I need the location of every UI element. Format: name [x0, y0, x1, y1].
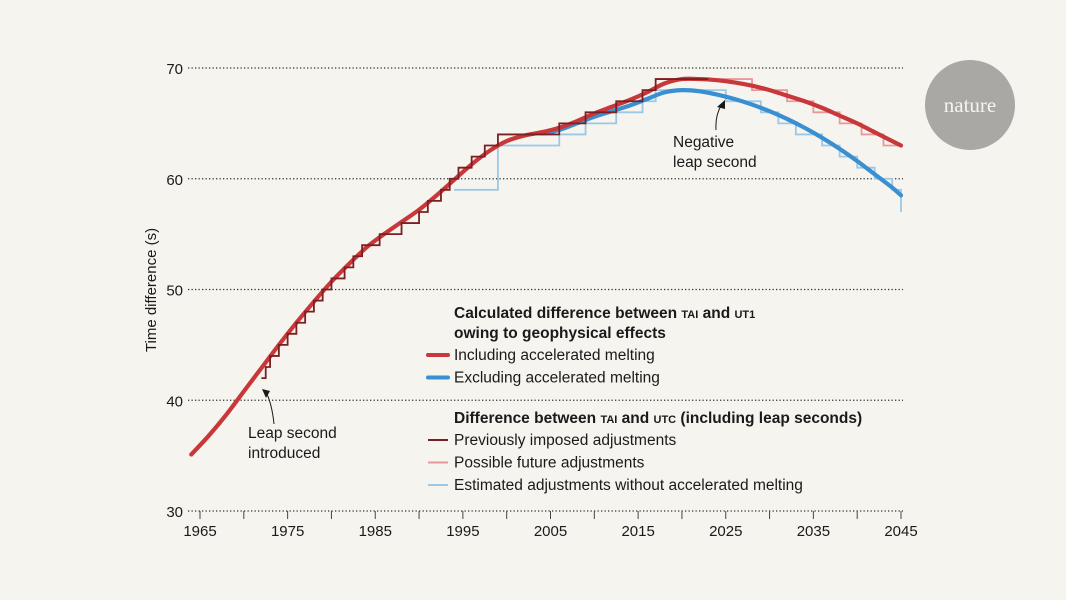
x-axis-ticks: 1965 1975 1985 1995 2005 2015 2025 2035 2045: [183, 511, 918, 540]
series-step-estimated-adjustments-without-accelerated-melting: [454, 89, 902, 212]
logo-text: nature: [943, 92, 997, 117]
legend-heading: owing to geophysical effects: [454, 325, 666, 342]
x-tick-label: 2015: [621, 523, 654, 540]
x-tick-label: 2025: [709, 523, 742, 540]
gridlines: [188, 67, 903, 512]
x-tick-label: 1965: [183, 523, 216, 540]
y-tick-label: 60: [166, 172, 183, 189]
y-tick-label: 50: [166, 283, 183, 300]
nature-logo: nature: [925, 60, 1015, 150]
legend-label: Possible future adjustments: [454, 455, 645, 472]
annotation-leap-second-introduced: Leap second: [248, 425, 337, 442]
series-line-including-accelerated-melting: [189, 76, 904, 457]
x-tick-label: 2035: [797, 523, 830, 540]
y-axis-ticks: 30 40 50 60 70: [166, 61, 183, 521]
legend-label: Excluding accelerated melting: [454, 370, 660, 387]
x-tick-label: 1995: [446, 523, 479, 540]
annotation-negative-leap-second: Negative: [673, 134, 734, 151]
arrowhead-icon: [717, 100, 725, 109]
annotations: Leap second introduced Negative leap second: [248, 100, 757, 462]
legend-label: Including accelerated melting: [454, 347, 655, 364]
series-step-previously-imposed-adjustments: [261, 78, 709, 379]
x-tick-label: 1975: [271, 523, 304, 540]
annotation-leap-second-introduced: introduced: [248, 445, 320, 462]
x-tick-label: 2045: [884, 523, 917, 540]
series-group: [189, 76, 904, 457]
annotation-arrow-leap-second: [265, 391, 275, 425]
series-line-excluding-accelerated-melting: [539, 88, 904, 198]
x-tick-label: 2005: [534, 523, 567, 540]
arrowhead-icon: [262, 389, 270, 398]
y-tick-label: 70: [166, 61, 183, 78]
y-tick-label: 30: [166, 504, 183, 521]
x-tick-label: 1985: [359, 523, 392, 540]
legend-heading: Difference between TAI and UTC (includin…: [454, 410, 862, 427]
legend-label: Previously imposed adjustments: [454, 432, 677, 449]
annotation-negative-leap-second: leap second: [673, 154, 757, 171]
y-axis-title: Time difference (s): [143, 228, 160, 352]
legend-heading: Calculated difference between TAI and UT…: [454, 305, 755, 322]
legend-label: Estimated adjustments without accelerate…: [454, 477, 803, 494]
legend: Calculated difference between TAI and UT…: [426, 305, 862, 494]
y-tick-label: 40: [166, 393, 183, 410]
